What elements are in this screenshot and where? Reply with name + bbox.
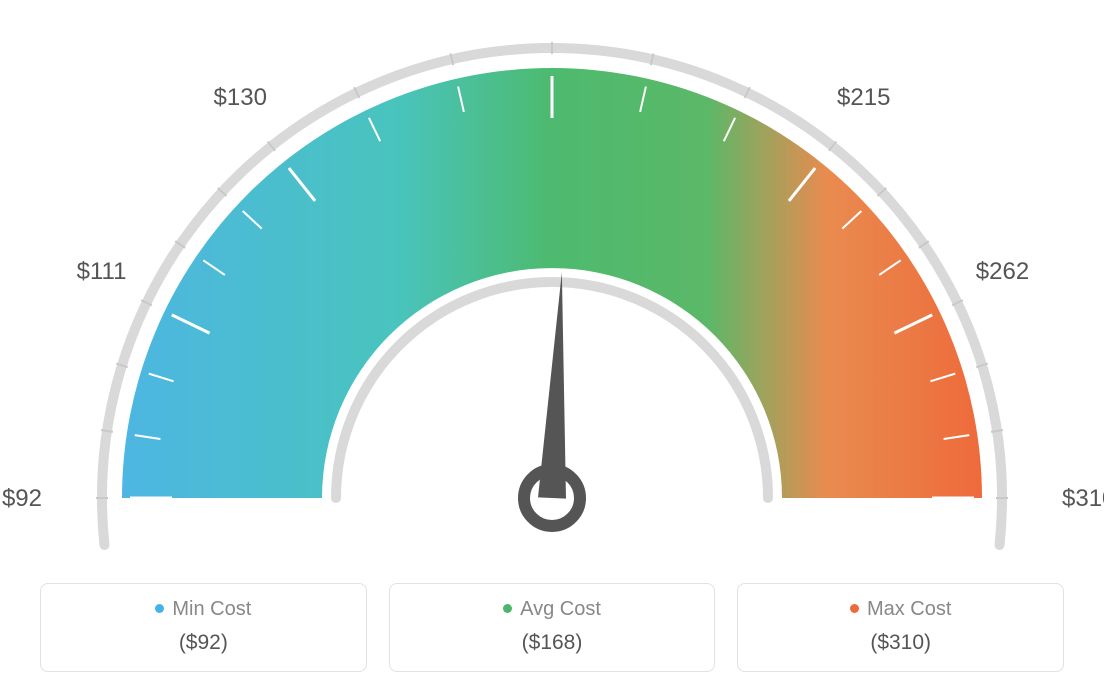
legend-row: Min Cost ($92) Avg Cost ($168) Max Cost …	[40, 583, 1064, 672]
legend-card-avg: Avg Cost ($168)	[389, 583, 716, 672]
legend-label-min: Min Cost	[172, 598, 251, 620]
legend-title-min: Min Cost	[51, 598, 356, 621]
legend-card-max: Max Cost ($310)	[737, 583, 1064, 672]
legend-dot-avg	[503, 604, 512, 613]
gauge-tick-label: $215	[837, 84, 890, 111]
gauge-tick-label: $92	[2, 485, 42, 512]
cost-gauge-chart: $92$111$130$168$215$262$310 Min Cost ($9…	[0, 0, 1104, 690]
gauge-tick-label: $130	[214, 84, 267, 111]
gauge-tick-label: $262	[976, 258, 1029, 285]
legend-value-max: ($310)	[748, 631, 1053, 655]
legend-label-avg: Avg Cost	[520, 598, 601, 620]
legend-title-max: Max Cost	[748, 598, 1053, 621]
legend-label-max: Max Cost	[867, 598, 951, 620]
legend-dot-max	[850, 604, 859, 613]
gauge-area: $92$111$130$168$215$262$310	[0, 0, 1104, 570]
gauge-tick-label: $310	[1062, 485, 1104, 512]
legend-card-min: Min Cost ($92)	[40, 583, 367, 672]
gauge-tick-label: $111	[77, 258, 127, 285]
gauge-svg: $92$111$130$168$215$262$310	[0, 0, 1104, 570]
legend-value-min: ($92)	[51, 631, 356, 655]
legend-title-avg: Avg Cost	[400, 598, 705, 621]
legend-dot-min	[155, 604, 164, 613]
legend-value-avg: ($168)	[400, 631, 705, 655]
